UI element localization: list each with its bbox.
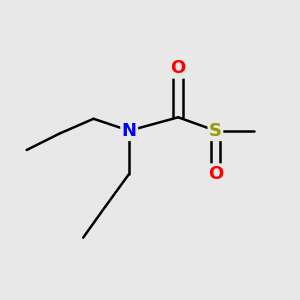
Text: N: N: [122, 122, 137, 140]
Text: S: S: [209, 122, 222, 140]
Text: O: O: [171, 59, 186, 77]
Text: O: O: [208, 165, 223, 183]
